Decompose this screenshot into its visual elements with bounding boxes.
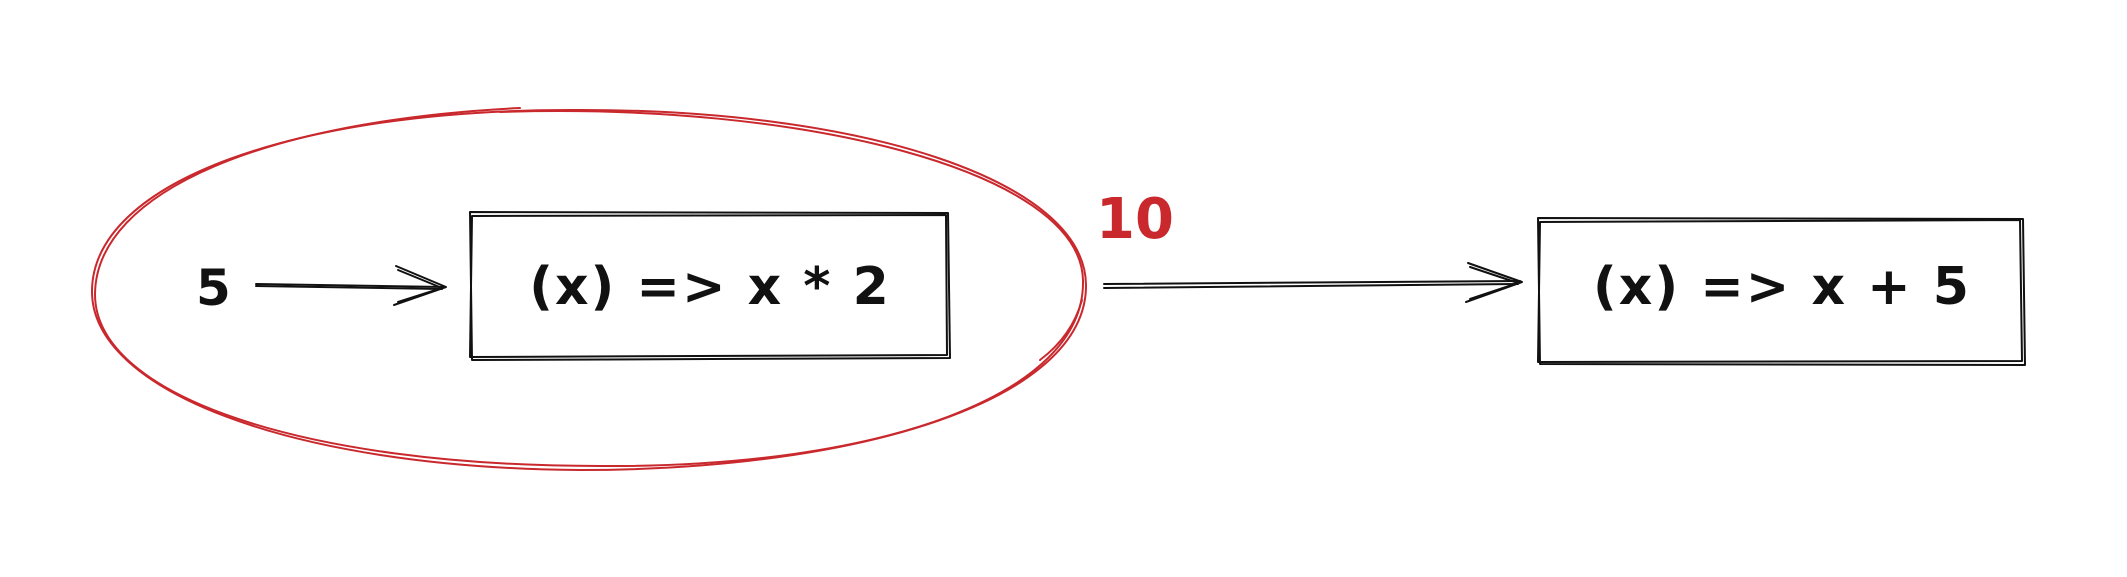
intermediate-value-label: 10 — [1096, 187, 1174, 252]
highlight-ellipse — [90, 107, 1088, 471]
input-value-label: 5 — [196, 259, 231, 317]
input-arrow — [255, 265, 447, 306]
intermediate-arrow-shaft-2 — [1103, 283, 1519, 289]
intermediate-arrow-head — [1465, 262, 1523, 303]
intermediate-arrow-shaft — [1103, 280, 1521, 285]
first-function-label: (x) => x * 2 — [529, 257, 891, 317]
highlight-ellipse-stroke-3 — [1039, 299, 1083, 361]
intermediate-arrow — [1103, 262, 1523, 303]
second-function-box-border-2 — [1537, 219, 2023, 363]
second-function-label: (x) => x + 5 — [1593, 257, 1971, 317]
highlight-ellipse-stroke-2 — [94, 107, 1085, 468]
input-arrow-shaft — [255, 283, 445, 288]
input-arrow-shaft-2 — [255, 285, 443, 290]
first-function-box: (x) => x * 2 — [469, 211, 951, 361]
input-arrow-head — [393, 265, 447, 306]
intermediate-arrow-head-2 — [1469, 266, 1519, 300]
input-arrow-head-2 — [397, 269, 443, 303]
first-function-box-border-2 — [469, 214, 948, 358]
highlight-ellipse-stroke-1 — [90, 108, 1088, 471]
second-function-box: (x) => x + 5 — [1537, 217, 2026, 366]
